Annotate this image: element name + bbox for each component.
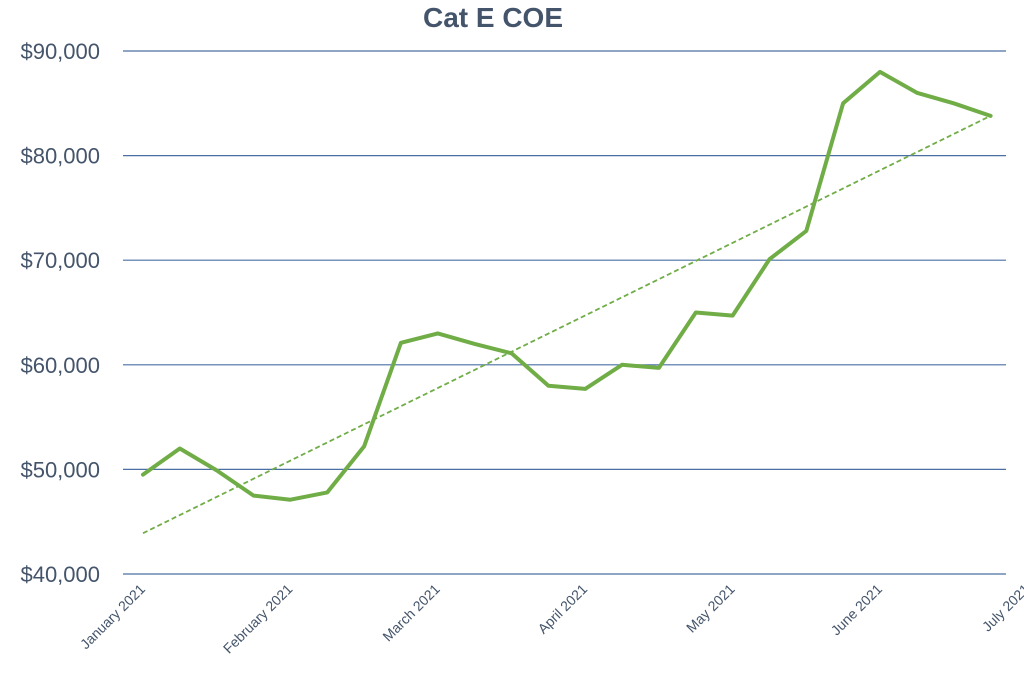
series-line — [141, 69, 993, 502]
trendline-layer — [142, 115, 991, 535]
x-tick-label: July 2021 — [979, 581, 1024, 635]
x-tick-label: April 2021 — [534, 581, 590, 637]
chart-title: Cat E COE — [423, 2, 563, 33]
x-axis-ticks: January 2021 February 2021 March 2021 April… — [77, 581, 1024, 657]
trendline — [142, 115, 991, 535]
y-tick-label: $80,000 — [20, 144, 100, 169]
y-tick-label: $50,000 — [20, 457, 100, 482]
y-tick-label: $40,000 — [20, 562, 100, 587]
y-tick-label: $60,000 — [20, 353, 100, 378]
gridlines — [123, 50, 1006, 575]
y-axis-ticks: $40,000 $50,000 $60,000 $70,000 $80,000 $90,0… — [20, 39, 100, 587]
x-tick-label: February 2021 — [220, 581, 296, 657]
y-tick-label: $70,000 — [20, 248, 100, 273]
series-layer — [141, 69, 993, 502]
y-tick-label: $90,000 — [20, 39, 100, 64]
x-tick-label: January 2021 — [77, 581, 148, 652]
x-tick-label: March 2021 — [379, 581, 443, 645]
x-tick-label: June 2021 — [828, 581, 886, 639]
x-tick-label: May 2021 — [683, 581, 738, 636]
